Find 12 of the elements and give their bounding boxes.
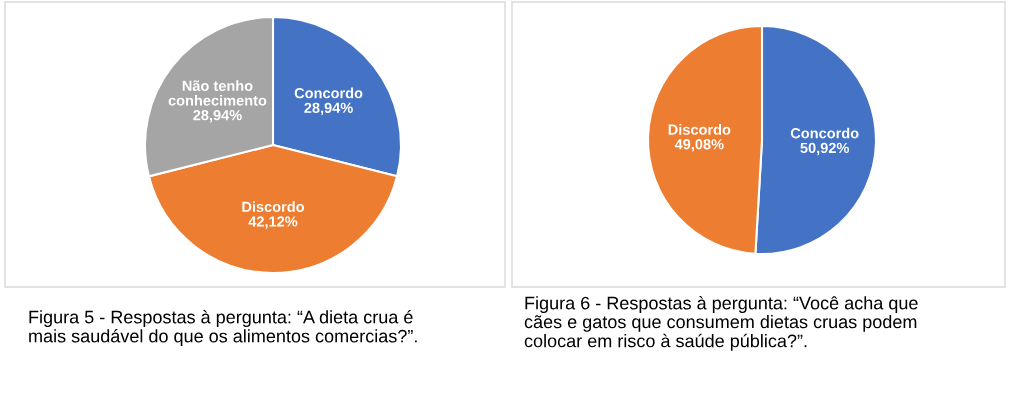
data-label: 42,12% — [248, 216, 298, 229]
slice-label: Concordo — [294, 87, 363, 99]
text: Figura 6 - Respostas à pergunta: “Você acha que cães e gatos que consumem dietas cruas podem colocar em risco à saúde pública?”. — [524, 296, 918, 351]
data-label: 28,94% — [193, 109, 242, 123]
data-label: 49,08% — [674, 139, 724, 152]
text: Figura 5 - Respostas à pergunta: “A dieta crua é mais saudável do que os alimentos comercias?”. — [29, 310, 417, 347]
slice-label: Discordo — [668, 124, 731, 135]
slice-label: Discordo — [242, 201, 305, 212]
slice-label: Concordo — [790, 127, 859, 139]
data-label: 28,94% — [304, 102, 353, 116]
slice-label: Não tenho conhecimento — [168, 80, 267, 106]
data-label: 50,92% — [800, 142, 850, 156]
